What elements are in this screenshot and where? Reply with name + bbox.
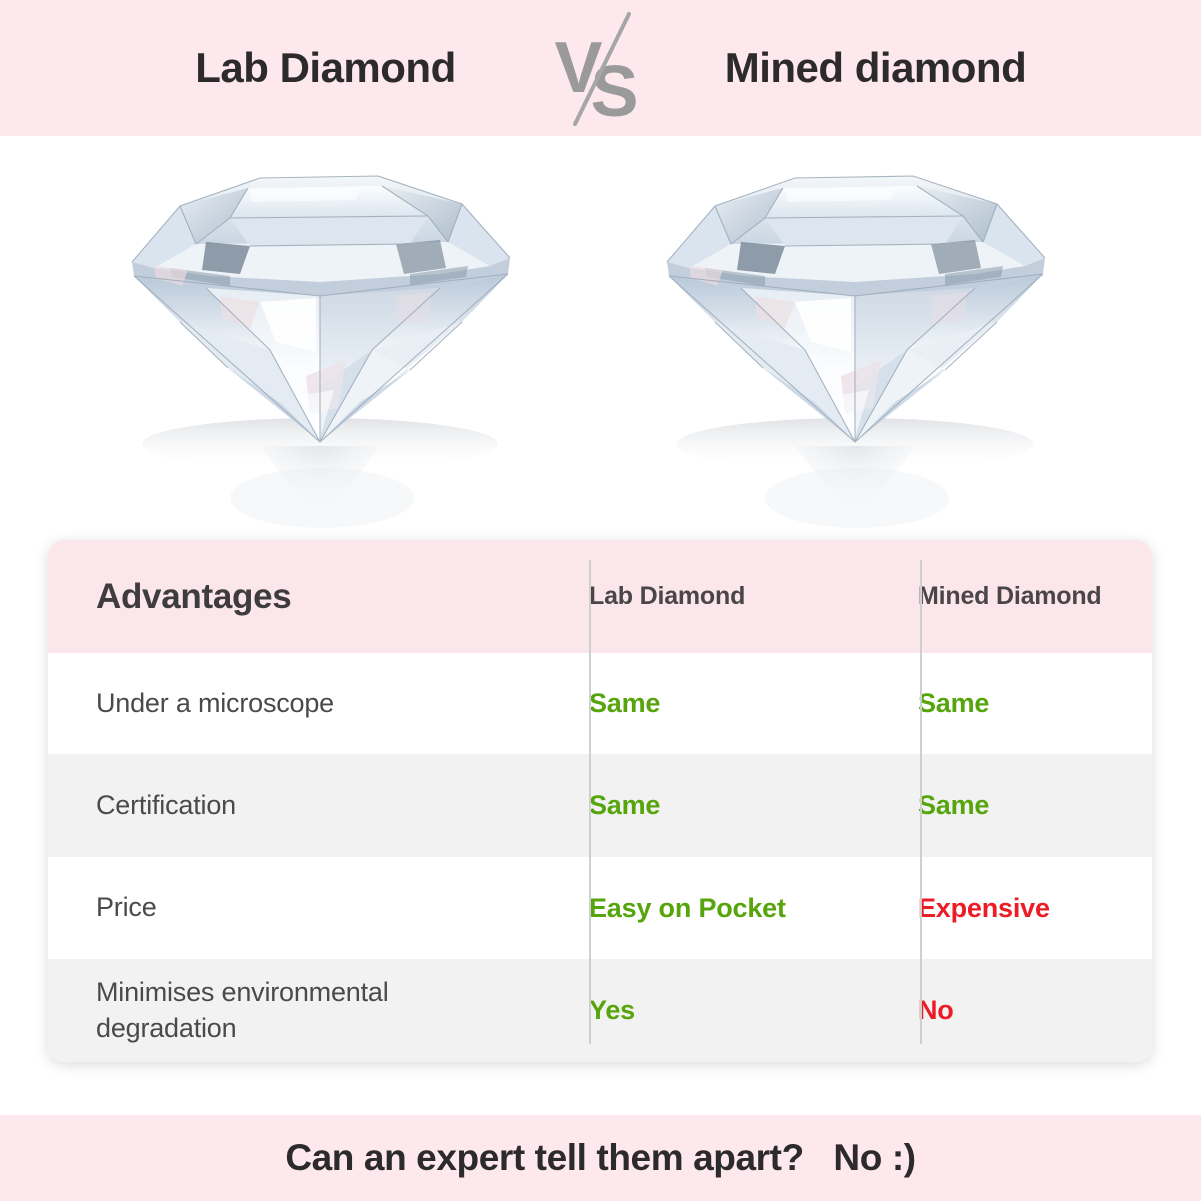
value-text: Yes	[589, 995, 635, 1025]
versus-v-letter: V	[554, 28, 603, 108]
versus-s-letter: S	[590, 52, 639, 132]
column-header-label: Lab Diamond	[589, 582, 746, 610]
value-text: Expensive	[918, 892, 1050, 923]
row-value-lab: Same	[541, 688, 872, 719]
value-text: Easy on Pocket	[589, 892, 786, 923]
table-row: Price Easy on Pocket Expensive	[48, 857, 1152, 959]
header-inner: Lab Diamond V S Mined diamond	[0, 8, 1201, 128]
row-value-lab: Easy on Pocket	[541, 893, 872, 924]
value-text: Same	[918, 688, 990, 718]
table-row: Minimises environmental degradation Yes …	[48, 959, 1152, 1062]
table-header-cell-lab: Lab Diamond	[541, 582, 872, 611]
value-text: Same	[589, 688, 661, 718]
row-label-cell: Minimises environmental degradation	[48, 975, 541, 1046]
table-header-row: Advantages Lab Diamond Mined Diamond	[48, 540, 1152, 653]
row-value-mined: No	[872, 995, 1152, 1026]
table-row: Under a microscope Same Same	[48, 653, 1152, 754]
column-divider-2	[920, 560, 922, 1044]
versus-badge: V S	[541, 8, 661, 128]
row-value-mined: Same	[872, 688, 1152, 719]
row-value-lab: Yes	[541, 995, 872, 1026]
row-value-mined: Same	[872, 790, 1152, 821]
row-label-cell: Certification	[48, 788, 541, 824]
column-header-label: Advantages	[96, 576, 292, 616]
page-title-mined-diamond: Mined diamond	[724, 44, 1027, 91]
row-value-mined: Expensive	[872, 893, 1152, 924]
row-label: Certification	[96, 789, 236, 820]
comparison-table-card: Advantages Lab Diamond Mined Diamond Und…	[48, 540, 1152, 1062]
footer-band: Can an expert tell them apart? No :)	[0, 1115, 1201, 1201]
column-header-label: Mined Diamond	[918, 582, 1102, 610]
table-header-cell-advantages: Advantages	[48, 577, 541, 617]
mined-diamond-image	[645, 146, 1065, 536]
row-value-lab: Same	[541, 790, 872, 821]
value-text: No	[918, 995, 954, 1025]
row-label-cell: Under a microscope	[48, 686, 541, 722]
row-label: Under a microscope	[96, 687, 335, 718]
diamond-illustration	[131, 175, 511, 528]
table-header-cell-mined: Mined Diamond	[872, 582, 1152, 611]
header-right: Mined diamond	[661, 44, 1091, 92]
row-label: Price	[96, 892, 157, 923]
diamond-illustration	[666, 175, 1046, 528]
header-left: Lab Diamond	[111, 44, 541, 92]
row-label-cell: Price	[48, 890, 541, 926]
value-text: Same	[918, 790, 990, 820]
versus-slash-icon	[572, 12, 631, 126]
header-band: Lab Diamond V S Mined diamond	[0, 0, 1201, 136]
footer-question: Can an expert tell them apart? No :)	[285, 1137, 916, 1178]
value-text: Same	[589, 790, 661, 820]
column-divider-1	[589, 560, 591, 1044]
table-row: Certification Same Same	[48, 754, 1152, 857]
row-label: Minimises environmental degradation	[96, 976, 389, 1043]
diamond-images-area	[0, 136, 1201, 540]
page-title-lab-diamond: Lab Diamond	[195, 44, 456, 91]
lab-diamond-image	[110, 146, 530, 536]
